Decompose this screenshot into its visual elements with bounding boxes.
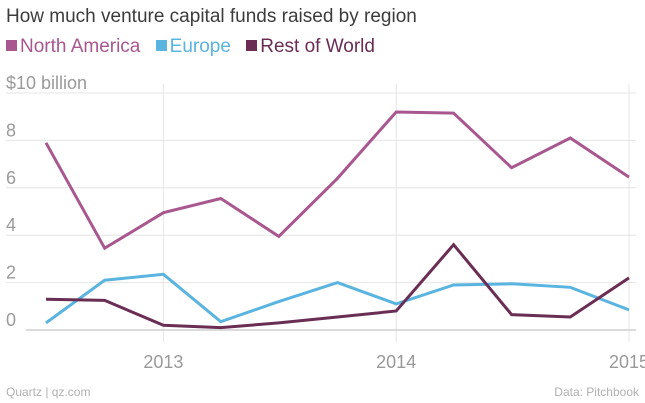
legend-swatch-europe: [155, 40, 167, 51]
legend-item-europe: Europe: [155, 36, 231, 58]
y-tick-label: 2: [6, 263, 16, 283]
series-line-north-america: [44, 110, 630, 251]
x-tick-label: 2015: [609, 352, 645, 372]
legend-item-north-america: North America: [6, 36, 140, 58]
x-tick-label: 2014: [376, 352, 416, 372]
legend-item-rest-of-world: Rest of World: [246, 36, 375, 58]
legend: North America Europe Rest of World: [6, 36, 385, 58]
y-tick-label: 0: [6, 310, 16, 330]
legend-label-north-america: North America: [20, 36, 141, 57]
legend-swatch-north-america: [6, 40, 17, 51]
legend-swatch-rest-of-world: [246, 40, 258, 51]
series-line-europe: [45, 272, 630, 325]
y-tick-label: 6: [6, 168, 16, 188]
chart-title: How much venture capital funds raised by…: [6, 6, 417, 27]
y-tick-label: $10 billion: [6, 73, 87, 93]
series-line-rest-of-world: [45, 242, 630, 330]
y-tick-label: 4: [6, 215, 16, 235]
legend-label-rest-of-world: Rest of World: [260, 36, 375, 57]
footer-source-right: Data: Pitchbook: [554, 385, 639, 399]
footer-source-left: Quartz | qz.com: [6, 385, 91, 399]
legend-label-europe: Europe: [169, 36, 231, 57]
x-tick-label: 2013: [143, 352, 183, 372]
y-tick-label: 8: [6, 120, 16, 140]
